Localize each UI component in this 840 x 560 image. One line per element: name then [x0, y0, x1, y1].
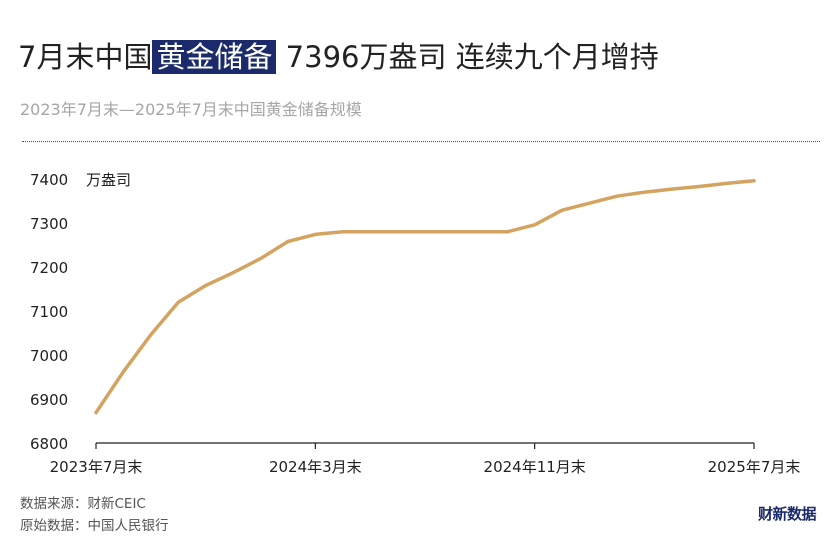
x-axis: 2023年7月末 2024年3月末 2024年11月末 2025年7月末 — [50, 442, 801, 476]
y-tick-label: 6900 — [30, 391, 68, 409]
y-axis: 6800 6900 7000 7100 7200 7300 7400 万盎司 — [30, 171, 131, 453]
data-source: 数据来源：财新CEIC — [20, 496, 146, 512]
brand-logo: 财新数据 — [757, 505, 817, 523]
y-tick-label: 7400 — [30, 171, 68, 189]
x-tick-label: 2024年3月末 — [269, 458, 362, 476]
y-tick-label: 6800 — [30, 435, 68, 453]
x-tick-label: 2024年11月末 — [484, 458, 586, 476]
title-prefix: 7月末中国 — [18, 40, 153, 74]
y-unit-label: 万盎司 — [86, 171, 131, 189]
x-tick-label: 2023年7月末 — [50, 458, 143, 476]
chart-subtitle: 2023年7月末—2025年7月末中国黄金储备规模 — [20, 100, 362, 119]
title-suffix: 7396万盎司 连续九个月增持 — [276, 40, 659, 74]
y-tick-label: 7200 — [30, 259, 68, 277]
series-layer — [94, 179, 756, 415]
chart-title: 7月末中国 黄金储备 7396万盎司 连续九个月增持 — [18, 34, 659, 80]
header-divider — [22, 141, 820, 142]
y-tick-label: 7000 — [30, 347, 68, 365]
x-tick-label: 2025年7月末 — [708, 458, 801, 476]
y-tick-label: 7300 — [30, 215, 68, 233]
y-tick-label: 7100 — [30, 303, 68, 321]
title-highlight: 黄金储备 — [152, 40, 277, 74]
series-line — [94, 179, 756, 415]
original-data-source: 原始数据：中国人民银行 — [20, 518, 169, 534]
